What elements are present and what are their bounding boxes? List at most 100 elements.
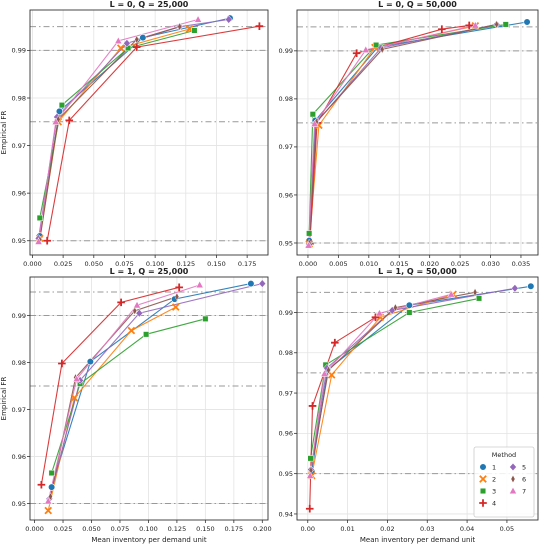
x-tick-label: 0.015 xyxy=(390,260,409,268)
x-tick-label: 0.025 xyxy=(54,260,73,268)
data-point-series-4 xyxy=(132,43,141,51)
x-tick-label: 0.125 xyxy=(176,260,195,268)
legend-marker-7 xyxy=(508,486,518,495)
x-tick-label: 0.150 xyxy=(207,260,226,268)
data-point-series-6 xyxy=(174,292,180,301)
data-point-series-2 xyxy=(70,393,79,402)
data-point-series-4 xyxy=(255,22,264,30)
legend-label-5: 5 xyxy=(522,463,526,471)
series-line-7 xyxy=(309,293,452,476)
y-tick-label: 0.96 xyxy=(12,453,26,461)
plot-frame xyxy=(296,9,539,256)
data-point-series-3 xyxy=(48,469,55,477)
series-line-6 xyxy=(308,23,497,244)
x-tick-label: 0.025 xyxy=(451,260,470,268)
legend-marker-2 xyxy=(479,475,487,483)
series-line-5 xyxy=(310,287,515,470)
data-point-series-7 xyxy=(320,369,329,377)
data-point-series-7 xyxy=(447,290,456,298)
data-point-series-7 xyxy=(194,15,203,23)
data-point-series-2 xyxy=(327,371,336,379)
data-point-series-6 xyxy=(48,492,53,501)
data-point-series-4 xyxy=(305,504,314,513)
panel-title: L = 0, Q = 25,000 xyxy=(110,0,189,9)
x-tick-label: 0.005 xyxy=(329,260,348,268)
data-point-series-6 xyxy=(379,45,385,54)
series-line-3 xyxy=(308,23,506,234)
data-point-series-1 xyxy=(48,483,56,491)
x-tick-label: 0.010 xyxy=(360,260,379,268)
data-point-series-3 xyxy=(502,21,509,28)
legend-marker-6 xyxy=(510,474,516,484)
data-point-series-6 xyxy=(132,306,137,316)
data-point-series-4 xyxy=(331,338,339,347)
data-point-series-6 xyxy=(393,303,398,312)
data-point-series-5 xyxy=(225,15,233,24)
series-line-6 xyxy=(49,296,178,497)
data-point-series-7 xyxy=(195,280,204,289)
data-point-series-1 xyxy=(527,282,535,290)
data-point-series-7 xyxy=(306,471,315,479)
y-axis-label: Empirical FR xyxy=(0,377,8,421)
series-line-5 xyxy=(308,23,497,245)
series-line-4 xyxy=(46,25,260,241)
legend-marker-5 xyxy=(509,462,517,472)
x-axis-label: Mean inventory per demand unit xyxy=(91,536,206,544)
data-point-series-3 xyxy=(306,230,313,237)
x-tick-label: 0.035 xyxy=(512,260,531,268)
plot-frame xyxy=(29,276,269,521)
series-line-7 xyxy=(47,284,200,502)
legend-marker-1 xyxy=(479,463,487,471)
series-line-7 xyxy=(308,24,476,246)
legend-marker-3 xyxy=(479,487,487,495)
data-point-series-3 xyxy=(191,27,198,34)
y-tick-label: 0.97 xyxy=(279,143,293,151)
data-point-series-4 xyxy=(65,116,74,125)
y-axis-label: Empirical FR xyxy=(0,111,8,155)
x-tick-label: 0.175 xyxy=(238,260,257,268)
data-point-series-6 xyxy=(134,35,139,44)
y-tick-label: 0.99 xyxy=(12,312,26,320)
data-point-series-7 xyxy=(310,119,319,127)
data-point-series-4 xyxy=(117,298,125,307)
y-tick-label: 0.98 xyxy=(12,94,26,102)
series-line-6 xyxy=(310,291,476,471)
legend-label-3: 3 xyxy=(492,487,496,495)
data-point-series-4 xyxy=(37,480,46,489)
data-point-series-4 xyxy=(352,49,361,58)
data-point-series-7 xyxy=(34,237,43,245)
data-point-series-4 xyxy=(438,25,446,34)
data-point-series-4 xyxy=(465,21,474,30)
y-tick-label: 0.95 xyxy=(12,237,26,245)
data-point-series-3 xyxy=(309,111,316,118)
data-point-series-1 xyxy=(523,18,531,26)
series-line-3 xyxy=(51,318,206,474)
series-line-3 xyxy=(309,297,480,459)
data-point-series-1 xyxy=(86,358,94,366)
x-tick-label: 0.050 xyxy=(82,525,101,533)
plot-frame xyxy=(296,276,539,521)
panel-3: 0.000 0.025 0.050 0.075 0.100 0.125 0.150 0.175… xyxy=(0,267,272,544)
x-tick-label: 0.075 xyxy=(115,260,134,268)
x-tick-label: 0.025 xyxy=(54,525,73,533)
data-point-series-4 xyxy=(308,402,317,410)
y-tick-label: 0.95 xyxy=(279,239,293,247)
data-point-series-2 xyxy=(116,44,125,52)
data-point-series-2 xyxy=(127,326,136,335)
x-tick-label: 0.04 xyxy=(460,525,474,533)
x-tick-label: 0.200 xyxy=(253,525,272,533)
data-point-series-7 xyxy=(72,374,81,383)
legend-label-6: 6 xyxy=(522,475,526,483)
data-point-series-1 xyxy=(405,301,413,309)
data-point-series-6 xyxy=(494,20,499,29)
y-tick-label: 0.96 xyxy=(12,189,26,197)
y-tick-label: 0.95 xyxy=(279,470,293,478)
y-tick-label: 0.96 xyxy=(279,191,293,199)
data-point-series-7 xyxy=(471,21,480,29)
data-point-series-5 xyxy=(135,309,144,318)
y-tick-label: 0.99 xyxy=(279,309,293,317)
panel-4: 0.00 0.01 0.02 0.03 0.04 0.05 0.94 0.95 0.96 0.97… xyxy=(279,267,539,544)
data-point-series-7 xyxy=(44,496,53,505)
x-axis-label: Mean inventory per demand unit xyxy=(360,536,475,544)
